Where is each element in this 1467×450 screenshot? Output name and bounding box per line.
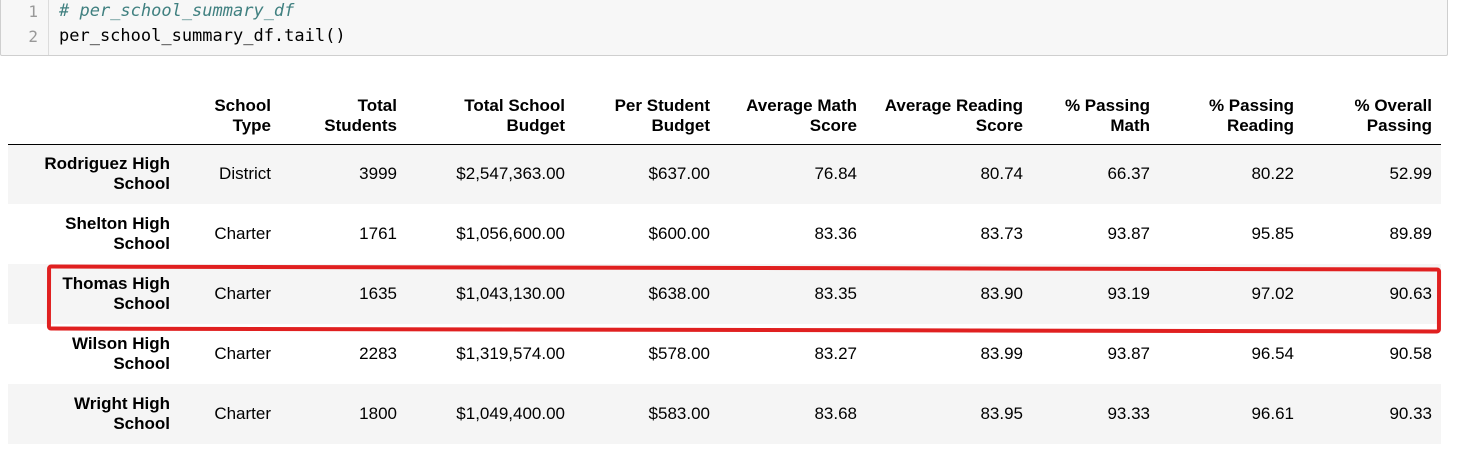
table-cell: 1800 xyxy=(359,404,397,423)
header-row: School Type Total Students Total School … xyxy=(8,88,1441,145)
table-cell: 83.36 xyxy=(814,224,857,243)
table-cell: $2,547,363.00 xyxy=(456,164,565,184)
column-header: Average Reading Score xyxy=(866,88,1032,145)
table-cell: 96.54 xyxy=(1251,344,1294,363)
table-row: Wilson High School Charter 2283 $1,319,5… xyxy=(8,324,1441,384)
table-cell: 83.95 xyxy=(980,404,1023,423)
table-cell: 66.37 xyxy=(1107,164,1150,184)
table-cell: Charter xyxy=(214,344,271,363)
table-cell: 52.99 xyxy=(1389,164,1432,184)
line-number: 1 xyxy=(28,2,38,21)
table-cell: $1,319,574.00 xyxy=(456,344,565,363)
table-cell: Charter xyxy=(214,404,271,423)
table-cell: $1,043,130.00 xyxy=(456,284,565,303)
table-cell: 90.63 xyxy=(1389,284,1432,303)
table-row: Wright High School Charter 1800 $1,049,4… xyxy=(8,384,1441,444)
table-cell: $1,049,400.00 xyxy=(456,404,565,423)
table-cell: 80.74 xyxy=(980,164,1023,184)
table-cell: 97.02 xyxy=(1251,284,1294,303)
table-cell: 1761 xyxy=(359,224,397,243)
table-row: Rodriguez High School District 3999 $2,5… xyxy=(8,144,1441,204)
table-cell: 90.58 xyxy=(1389,344,1432,363)
line-number-gutter: 1 2 xyxy=(1,0,49,55)
table-row-highlighted: Thomas High School Charter 1635 $1,043,1… xyxy=(8,264,1441,324)
column-header: % Overall Passing xyxy=(1303,88,1441,145)
table-cell: $600.00 xyxy=(648,224,710,243)
code-line[interactable]: per_school_summary_df.tail() xyxy=(59,26,346,46)
table-cell: 96.61 xyxy=(1251,404,1294,423)
column-header: Per Student Budget xyxy=(574,88,719,145)
row-index-label: Wilson High School xyxy=(71,334,170,373)
column-header: % Passing Math xyxy=(1032,88,1159,145)
code-comment-line[interactable]: # per_school_summary_df xyxy=(59,1,295,21)
table-cell: 90.33 xyxy=(1389,404,1432,423)
column-header: Total School Budget xyxy=(406,88,574,145)
column-header: % Passing Reading xyxy=(1159,88,1303,145)
index-header xyxy=(8,88,179,145)
table-cell: 83.90 xyxy=(980,284,1023,303)
column-header: Average Math Score xyxy=(719,88,866,145)
table-cell: 2283 xyxy=(359,344,397,363)
row-index-label: Shelton High School xyxy=(65,214,170,253)
table-cell: 83.68 xyxy=(814,404,857,423)
table-cell: 83.99 xyxy=(980,344,1023,363)
table-cell: 83.27 xyxy=(814,344,857,363)
table-cell: $578.00 xyxy=(648,344,710,363)
table-cell: 93.19 xyxy=(1107,284,1150,303)
table-cell: 80.22 xyxy=(1251,164,1294,184)
table-cell: 3999 xyxy=(359,164,397,184)
row-index-label: Wright High School xyxy=(74,394,170,433)
table-cell: $637.00 xyxy=(648,164,710,184)
table-cell: 83.73 xyxy=(980,224,1023,243)
code-cell[interactable]: 1 2 # per_school_summary_df per_school_s… xyxy=(0,0,1448,56)
table-cell: 83.35 xyxy=(814,284,857,303)
table-cell: 1635 xyxy=(359,284,397,303)
table-cell: 93.87 xyxy=(1107,224,1150,243)
table-cell: Charter xyxy=(214,224,271,243)
table-cell: Charter xyxy=(214,284,271,303)
table-cell: District xyxy=(219,164,271,184)
table-header: School Type Total Students Total School … xyxy=(8,88,1441,145)
table-row: Shelton High School Charter 1761 $1,056,… xyxy=(8,204,1441,264)
line-number: 2 xyxy=(28,27,38,46)
table-cell: 93.87 xyxy=(1107,344,1150,363)
table-cell: 89.89 xyxy=(1389,224,1432,243)
row-index-label: Thomas High School xyxy=(62,274,170,313)
table-cell: 76.84 xyxy=(814,164,857,184)
table-cell: $583.00 xyxy=(648,404,710,423)
table-cell: $638.00 xyxy=(648,284,710,303)
table-cell: 93.33 xyxy=(1107,404,1150,423)
table-body: Rodriguez High School District 3999 $2,5… xyxy=(8,144,1441,444)
row-index-label: Rodriguez High School xyxy=(44,154,170,194)
table-cell: 95.85 xyxy=(1251,224,1294,243)
dataframe-output-table: School Type Total Students Total School … xyxy=(8,88,1441,444)
table-cell: $1,056,600.00 xyxy=(456,224,565,243)
column-header: School Type xyxy=(179,88,284,145)
column-header: Total Students xyxy=(284,88,406,145)
